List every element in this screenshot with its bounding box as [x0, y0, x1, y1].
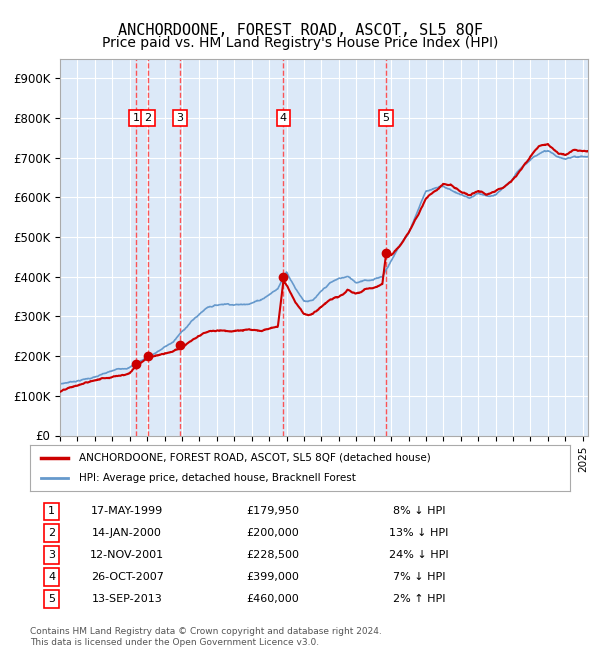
- Text: ANCHORDOONE, FOREST ROAD, ASCOT, SL5 8QF (detached house): ANCHORDOONE, FOREST ROAD, ASCOT, SL5 8QF…: [79, 453, 430, 463]
- Text: 3: 3: [48, 550, 55, 560]
- Text: 2: 2: [144, 113, 151, 123]
- Text: £179,950: £179,950: [247, 506, 299, 517]
- Text: £200,000: £200,000: [247, 528, 299, 538]
- Text: 12-NOV-2001: 12-NOV-2001: [90, 550, 164, 560]
- Text: Price paid vs. HM Land Registry's House Price Index (HPI): Price paid vs. HM Land Registry's House …: [102, 36, 498, 50]
- Text: 8% ↓ HPI: 8% ↓ HPI: [392, 506, 445, 517]
- Text: 4: 4: [280, 113, 287, 123]
- Text: 14-JAN-2000: 14-JAN-2000: [92, 528, 162, 538]
- Text: 4: 4: [48, 572, 55, 582]
- Text: Contains HM Land Registry data © Crown copyright and database right 2024.: Contains HM Land Registry data © Crown c…: [30, 627, 382, 636]
- Text: 1: 1: [48, 506, 55, 517]
- Text: 7% ↓ HPI: 7% ↓ HPI: [392, 572, 445, 582]
- Text: 5: 5: [382, 113, 389, 123]
- Text: 13% ↓ HPI: 13% ↓ HPI: [389, 528, 448, 538]
- Text: 2: 2: [48, 528, 55, 538]
- Text: 24% ↓ HPI: 24% ↓ HPI: [389, 550, 449, 560]
- Text: HPI: Average price, detached house, Bracknell Forest: HPI: Average price, detached house, Brac…: [79, 473, 355, 483]
- Text: 26-OCT-2007: 26-OCT-2007: [91, 572, 164, 582]
- Text: £399,000: £399,000: [247, 572, 299, 582]
- Text: £460,000: £460,000: [247, 594, 299, 604]
- Text: 2% ↑ HPI: 2% ↑ HPI: [392, 594, 445, 604]
- Text: ANCHORDOONE, FOREST ROAD, ASCOT, SL5 8QF: ANCHORDOONE, FOREST ROAD, ASCOT, SL5 8QF: [118, 23, 482, 38]
- Text: This data is licensed under the Open Government Licence v3.0.: This data is licensed under the Open Gov…: [30, 638, 319, 647]
- Text: 13-SEP-2013: 13-SEP-2013: [92, 594, 163, 604]
- Text: 3: 3: [176, 113, 183, 123]
- Text: 1: 1: [133, 113, 140, 123]
- Text: £228,500: £228,500: [247, 550, 299, 560]
- Text: 5: 5: [48, 594, 55, 604]
- Text: 17-MAY-1999: 17-MAY-1999: [91, 506, 163, 517]
